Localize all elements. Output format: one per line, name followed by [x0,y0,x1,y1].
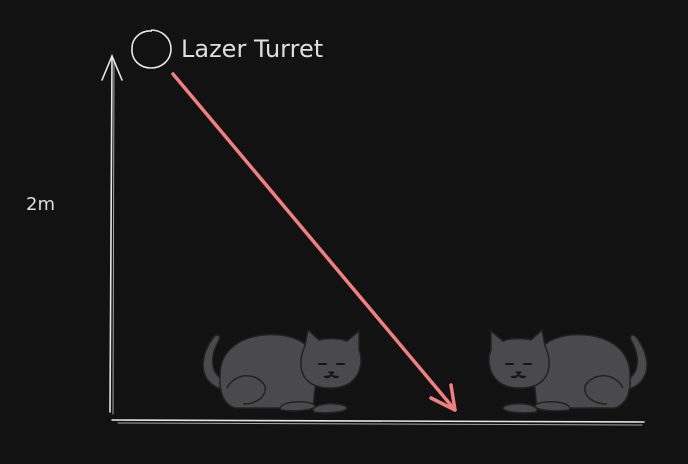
turret-label: Lazer Turret [181,35,323,63]
cat-head [300,328,362,389]
height-axis-line-2 [112,59,115,415]
cat-head [488,328,550,389]
cat-paws [502,401,571,414]
height-axis-arrowhead [101,53,123,81]
turret-icon [131,29,172,69]
turret-circle [131,29,172,69]
cat-icon [202,328,362,414]
cat-haunch [226,375,266,405]
cat-tail [202,334,228,391]
height-axis-line [109,57,113,413]
cat-paws [279,401,348,414]
height-label: 2m [26,194,55,215]
height-axis [101,53,123,415]
laser-arrowhead [429,383,457,412]
cat-icon [488,328,648,414]
ground-line-second [117,422,643,426]
cat-mouth [510,371,527,379]
ground-line [111,419,645,426]
laser-beam [171,72,457,412]
cat-mouth [323,371,340,379]
laser-line [171,72,457,412]
ground-line-main [111,419,645,423]
cat-haunch [584,375,624,405]
cat-tail [622,334,648,391]
